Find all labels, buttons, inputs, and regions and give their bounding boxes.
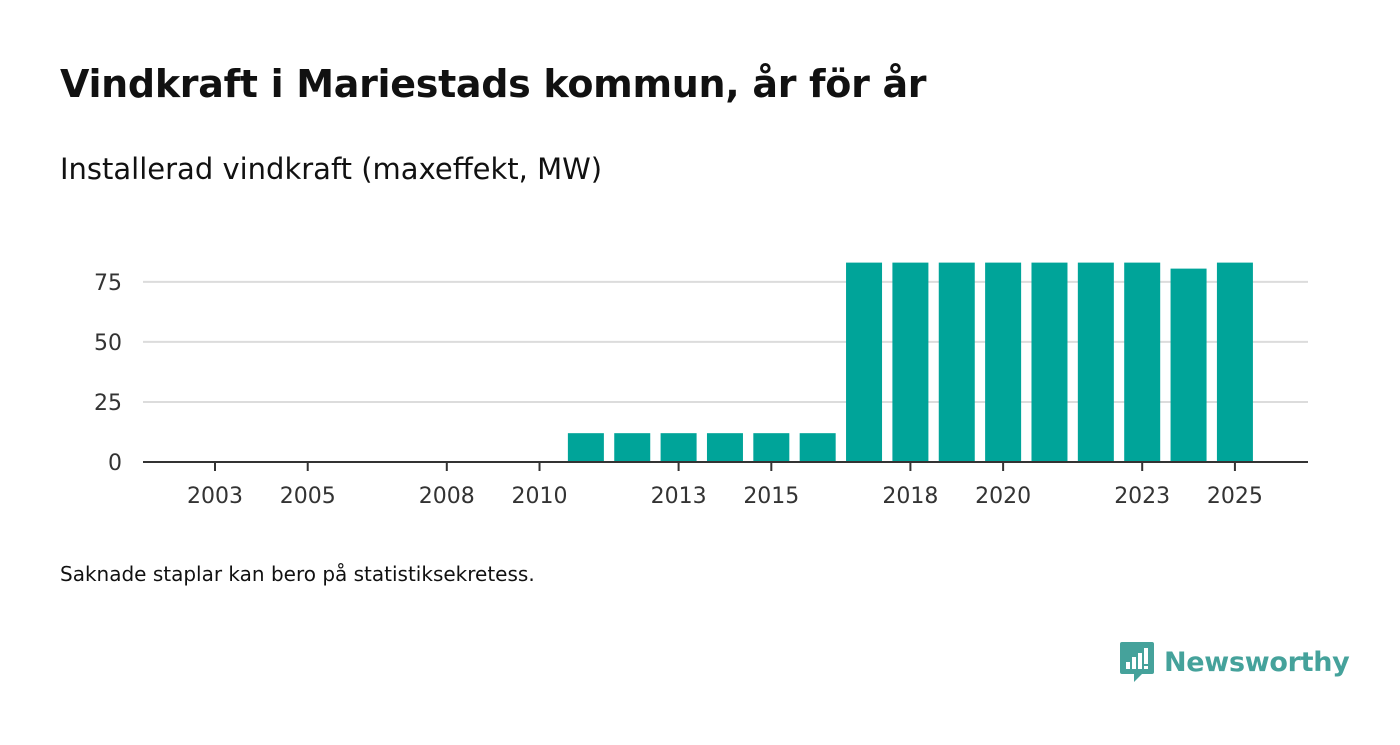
bar-2020 [985,262,1022,462]
bar-2022 [1077,262,1114,462]
footnote: Saknade staplar kan bero på statistiksek… [60,562,535,586]
y-tick-label: 0 [108,451,122,476]
bar-chart: 0 25 50 75 2003 2005 2008 2010 2013 2015 2018 2020… [94,262,1308,509]
x-tick-label: 2023 [1114,484,1170,509]
y-axis-ticks: 0 25 50 75 [94,271,122,476]
x-tick-label: 2003 [187,484,243,509]
bars [567,262,1253,462]
bar-2015 [753,433,790,462]
x-tick-label: 2008 [419,484,475,509]
bar-2025 [1216,262,1253,462]
y-tick-label: 50 [94,331,122,356]
y-tick-label: 25 [94,391,122,416]
newsworthy-logo-text: Newsworthy [1164,646,1350,678]
x-tick-label: 2025 [1207,484,1263,509]
chart-title: Vindkraft i Mariestads kommun, år för år [60,62,927,106]
chart-subtitle: Installerad vindkraft (maxeffekt, MW) [60,152,603,186]
bar-2023 [1124,262,1161,462]
x-tick-label: 2018 [882,484,938,509]
bar-2013 [660,433,697,462]
x-tick-label: 2020 [975,484,1031,509]
bar-2016 [799,433,836,462]
x-tick-label: 2005 [280,484,336,509]
bar-2017 [846,262,883,462]
bar-2018 [892,262,929,462]
bar-2012 [614,433,651,462]
bar-2019 [938,262,975,462]
x-tick-label: 2013 [651,484,707,509]
bar-2021 [1031,262,1068,462]
bar-2024 [1170,268,1207,462]
newsworthy-logo-icon [1120,642,1154,682]
bar-2011 [567,433,604,462]
x-tick-label: 2015 [743,484,799,509]
y-tick-label: 75 [94,271,122,296]
newsworthy-logo: Newsworthy [1118,640,1350,684]
x-axis-ticks: 2003 2005 2008 2010 2013 2015 2018 2020 2023 2025 [187,462,1263,509]
x-tick-label: 2010 [512,484,568,509]
bar-2014 [706,433,743,462]
